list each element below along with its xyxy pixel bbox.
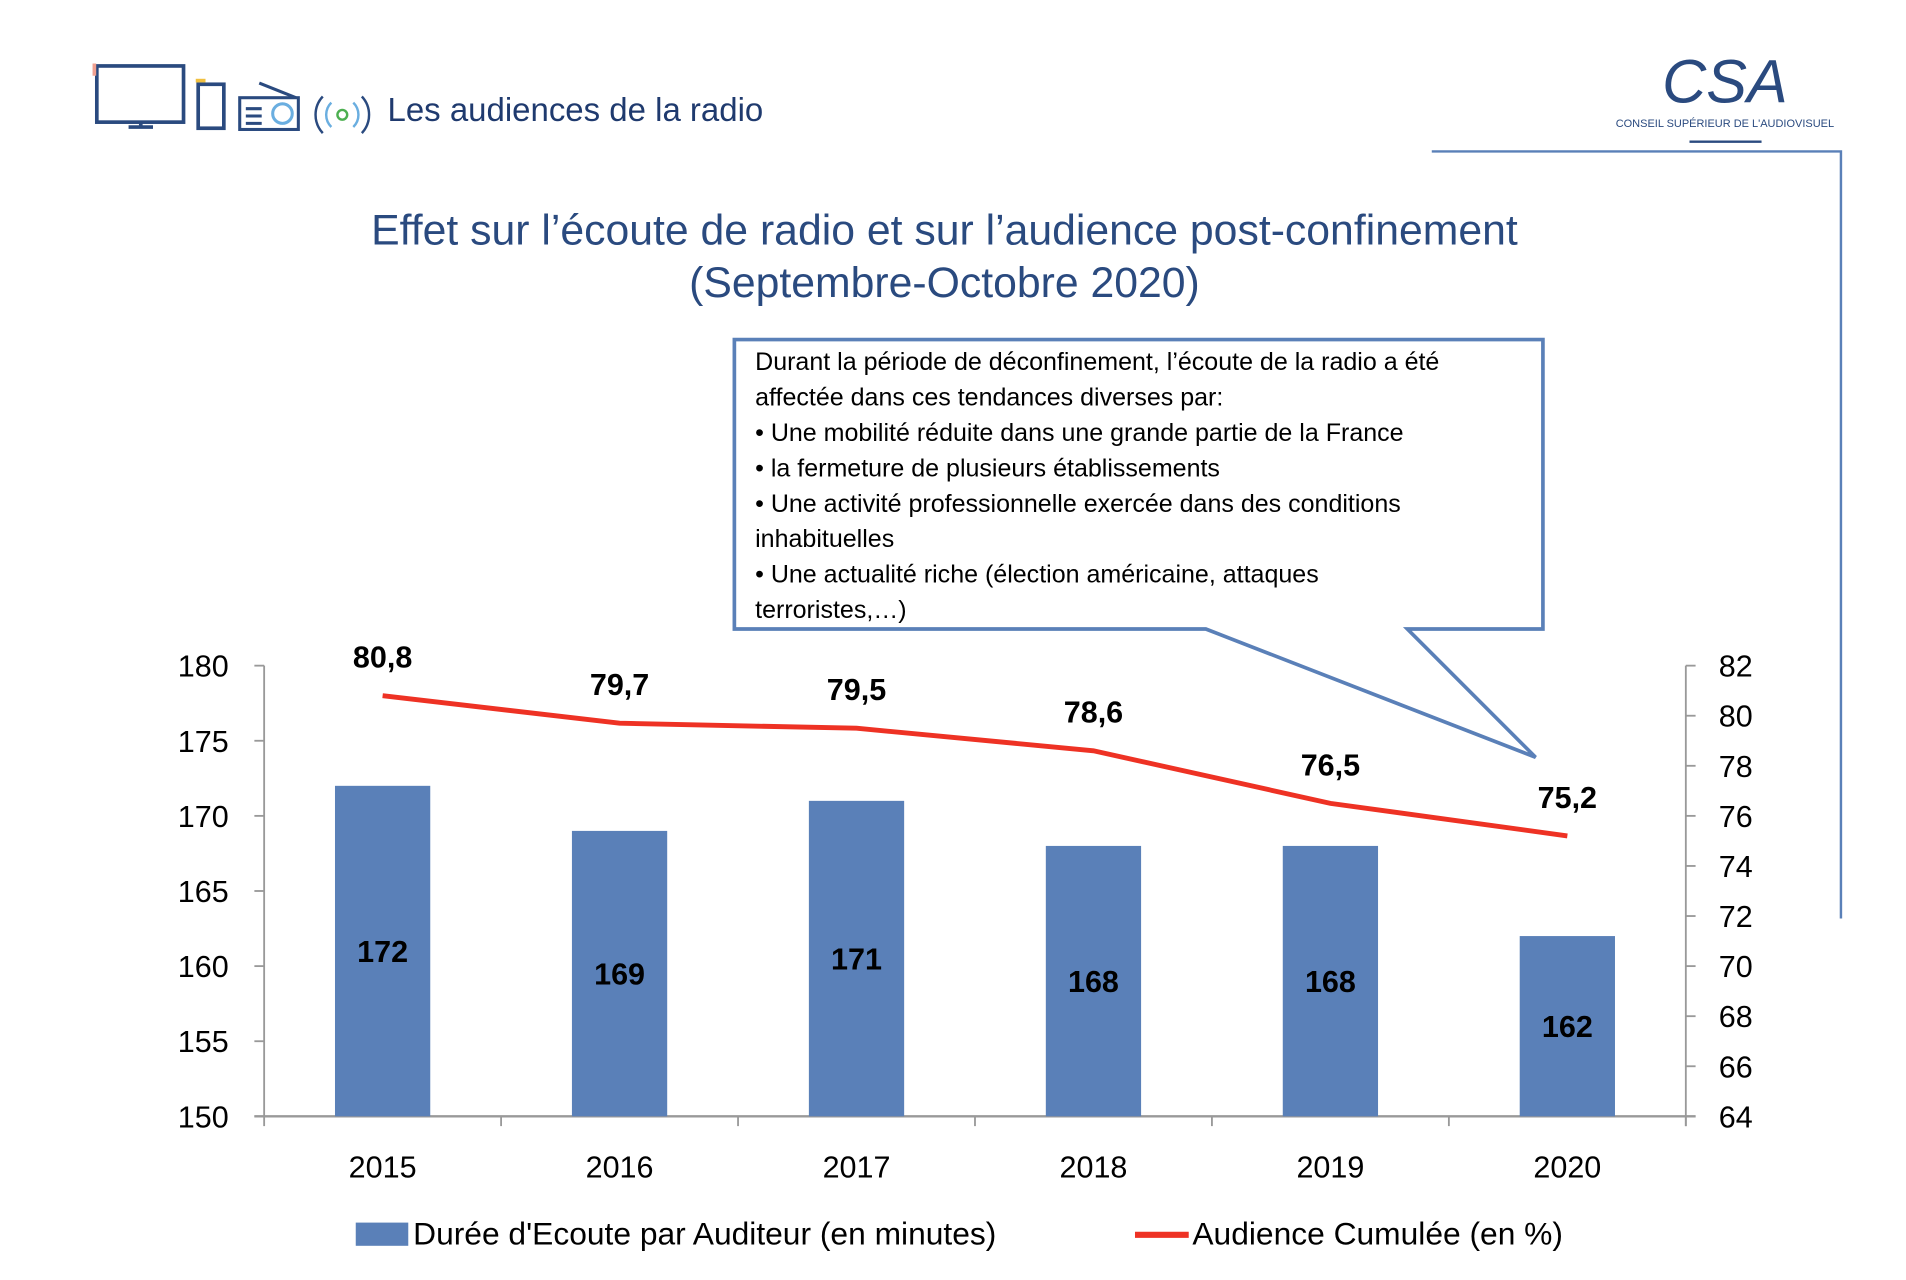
line-data-label: 76,5 xyxy=(1301,748,1360,782)
line-data-label: 75,2 xyxy=(1538,781,1597,815)
bar-data-label: 172 xyxy=(357,935,408,969)
frame-line xyxy=(1431,150,1843,919)
x-tick-label: 2018 xyxy=(1060,1150,1128,1184)
right-tick-label: 78 xyxy=(1719,750,1753,784)
right-tick-label: 70 xyxy=(1719,950,1753,984)
left-tick-label: 170 xyxy=(178,800,229,834)
bar-data-label: 169 xyxy=(594,958,645,992)
right-tick-label: 72 xyxy=(1719,900,1753,934)
left-tick-label: 160 xyxy=(178,950,229,984)
radio-icon xyxy=(238,81,300,131)
section-title: Les audiences de la radio xyxy=(388,91,764,128)
left-tick-label: 165 xyxy=(178,875,229,909)
line-data-label: 79,7 xyxy=(590,668,649,702)
callout-line: affectée dans ces tendances diverses par… xyxy=(755,383,1223,411)
line-series xyxy=(382,693,1568,839)
line-data-label: 80,8 xyxy=(353,641,412,675)
right-tick-label: 74 xyxy=(1719,850,1753,884)
tv-icon xyxy=(92,63,186,129)
x-tick-label: 2015 xyxy=(349,1150,417,1184)
callout-line: • la fermeture de plusieurs établissemen… xyxy=(755,454,1220,482)
bar-data-label: 168 xyxy=(1305,965,1356,999)
broadcast-icon xyxy=(314,95,371,134)
legend-label-line: Audience Cumulée (en %) xyxy=(1192,1216,1563,1252)
audience-line xyxy=(382,693,1568,839)
callout-line: inhabituelles xyxy=(755,525,894,553)
bar xyxy=(1282,845,1379,1117)
bar-data-label: 171 xyxy=(831,943,882,977)
left-tick-label: 150 xyxy=(178,1100,229,1134)
phone-icon xyxy=(195,78,226,131)
right-tick-label: 76 xyxy=(1719,800,1753,834)
x-tick-label: 2017 xyxy=(823,1150,891,1184)
callout-line: • Une mobilité réduite dans une grande p… xyxy=(755,419,1403,447)
right-tick-label: 66 xyxy=(1719,1050,1753,1084)
bar xyxy=(1519,936,1615,1117)
bar xyxy=(1045,845,1142,1117)
bar-series xyxy=(334,785,1615,1117)
logo-text: CSA xyxy=(1662,48,1788,116)
csa-logo: CSA CONSEIL SUPÉRIEUR DE L'AUDIOVISUEL xyxy=(1616,48,1834,143)
right-tick-label: 64 xyxy=(1719,1100,1753,1134)
chart-title: Effet sur l’écoute de radio et sur l’aud… xyxy=(371,206,1518,254)
legend-label-bar: Durée d'Ecoute par Auditeur (en minutes) xyxy=(413,1216,996,1252)
callout-line: • Une actualité riche (élection américai… xyxy=(755,561,1319,589)
callout-text: Durant la période de déconfinement, l’éc… xyxy=(755,348,1439,624)
line-data-label: 79,5 xyxy=(827,673,886,707)
legend: Durée d'Ecoute par Auditeur (en minutes)… xyxy=(355,1216,1563,1252)
data-labels: 172 169 171 168 168 162 80,8 79,7 79,5 78,6 76,5 75… xyxy=(353,641,1597,1045)
callout-line: Durant la période de déconfinement, l’éc… xyxy=(755,348,1439,376)
chart-subtitle: (Septembre-Octobre 2020) xyxy=(689,259,1200,307)
x-tick-label: 2020 xyxy=(1533,1150,1601,1184)
bar-data-label: 168 xyxy=(1068,965,1119,999)
callout-line: • Une activité professionnelle exercée d… xyxy=(755,490,1401,518)
callout-line: terroristes,…) xyxy=(755,596,907,624)
legend-swatch-bar xyxy=(355,1222,409,1246)
left-tick-label: 180 xyxy=(178,650,229,684)
bar-data-label: 162 xyxy=(1542,1010,1593,1044)
axes: 150 155 160 165 170 175 180 64 66 68 70 72 74 76 78 80 8… xyxy=(178,650,1753,1185)
bar xyxy=(808,800,905,1117)
left-tick-label: 155 xyxy=(178,1025,229,1059)
right-tick-label: 82 xyxy=(1719,650,1753,684)
right-tick-label: 68 xyxy=(1719,1000,1753,1034)
bar xyxy=(334,785,431,1117)
bar xyxy=(571,830,668,1117)
x-tick-label: 2019 xyxy=(1296,1150,1364,1184)
logo-subtitle: CONSEIL SUPÉRIEUR DE L'AUDIOVISUEL xyxy=(1616,117,1834,130)
callout-box xyxy=(732,337,1545,759)
x-tick-label: 2016 xyxy=(586,1150,654,1184)
right-tick-label: 80 xyxy=(1719,700,1753,734)
left-tick-label: 175 xyxy=(178,725,229,759)
line-data-label: 78,6 xyxy=(1064,696,1123,730)
